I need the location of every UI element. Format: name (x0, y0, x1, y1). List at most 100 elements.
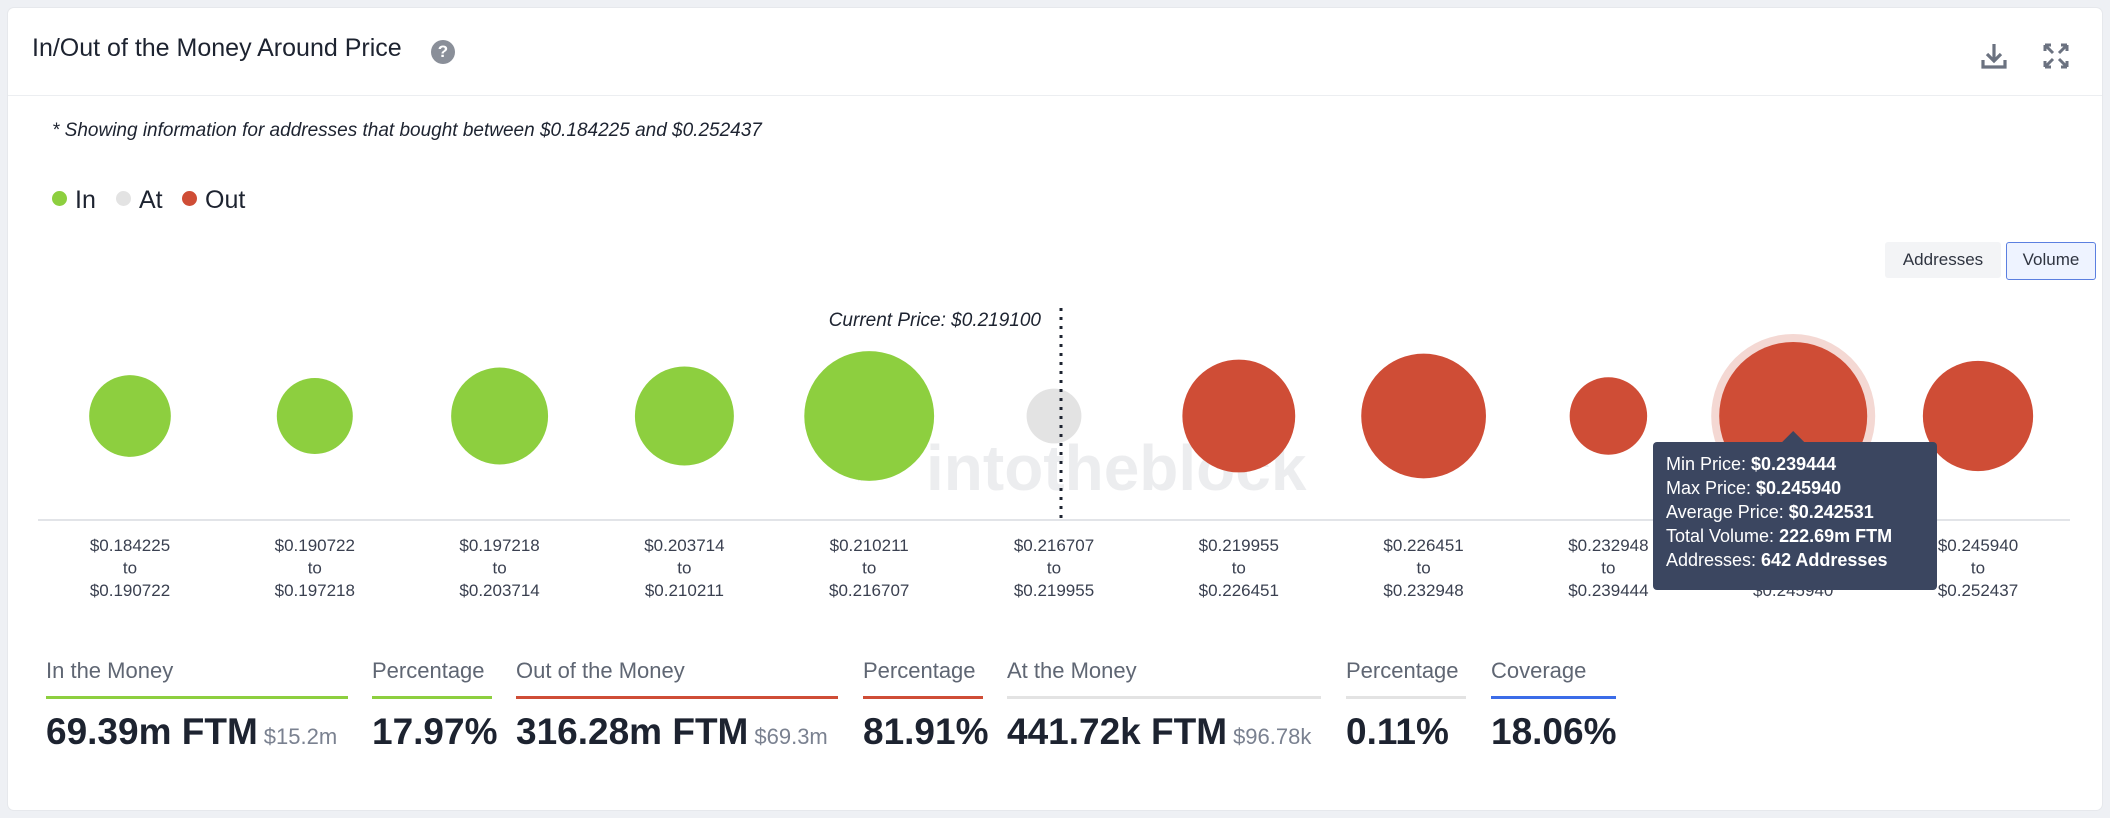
bubble-tooltip: Min Price: $0.239444 Max Price: $0.245940… (1653, 431, 1937, 590)
tooltip-row: Max Price: $0.245940 (1666, 478, 1841, 498)
tooltip-row-value: 642 Addresses (1761, 550, 1887, 570)
expand-icon[interactable] (2036, 36, 2076, 76)
x-tick-label: $0.232948 (1383, 581, 1463, 600)
tooltip-row-label: Average Price: (1666, 502, 1789, 522)
card-title: In/Out of the Money Around Price (32, 34, 402, 62)
stat-usd: $96.78k (1233, 724, 1312, 749)
stat-value: 81.91% (863, 711, 989, 752)
x-tick-label: $0.197218 (459, 536, 539, 555)
tooltip-box (1653, 442, 1937, 590)
tooltip-row: Addresses: 642 Addresses (1666, 550, 1887, 570)
stat-underline (863, 696, 983, 699)
tooltip-row-label: Addresses: (1666, 550, 1761, 570)
current-price-label: Current Price: $0.219100 (829, 310, 1042, 331)
stat-underline (372, 696, 492, 699)
legend-dot-out (182, 191, 197, 206)
bubble-at (1026, 388, 1082, 444)
x-tick-label: $0.190722 (90, 581, 170, 600)
tooltip-row-value: $0.242531 (1789, 502, 1874, 522)
volume-toggle-button[interactable]: Volume (2006, 242, 2096, 280)
legend-dot-at (116, 191, 131, 206)
chart-card: In/Out of the Money Around Price ? * Sho… (8, 8, 2102, 810)
tooltip-row-value: 222.69m FTM (1779, 526, 1892, 546)
x-tick-label: to (862, 559, 876, 578)
x-tick-label: $0.184225 (90, 536, 170, 555)
bubble-chart: intotheblock$0.184225to$0.190722$0.19072… (38, 308, 2070, 600)
bubble-in (804, 351, 935, 481)
stat-value: 18.06% (1491, 711, 1617, 752)
bubble-in (276, 378, 353, 454)
stat-amount: 441.72k FTM (1007, 711, 1228, 752)
x-tick-label: $0.216707 (829, 581, 909, 600)
legend-label-at: At (139, 186, 163, 214)
x-tick-label: to (493, 559, 507, 578)
range-note: * Showing information for addresses that… (52, 120, 762, 141)
addresses-toggle-button[interactable]: Addresses (1885, 242, 2001, 278)
x-tick-label: $0.197218 (275, 581, 355, 600)
x-tick-label: $0.210211 (645, 581, 724, 600)
legend-label-in: In (75, 186, 96, 214)
x-tick-label: $0.219955 (1014, 581, 1094, 600)
x-tick-label: $0.216707 (1014, 536, 1094, 555)
stat-underline (1346, 696, 1466, 699)
x-tick-label: to (1601, 559, 1615, 578)
x-tick-label: to (677, 559, 691, 578)
stat-usd: $69.3m (754, 724, 828, 749)
stat-underline (1007, 696, 1321, 699)
bubble-out (1569, 377, 1648, 455)
x-tick-label: to (123, 559, 137, 578)
stat-underline (46, 696, 348, 699)
help-icon[interactable]: ? (431, 40, 455, 64)
x-tick-label: $0.203714 (459, 581, 539, 600)
legend-dot-in (52, 191, 67, 206)
bubble-in (451, 367, 549, 465)
x-tick-label: $0.252437 (1938, 581, 2018, 600)
stat-label: Out of the Money (516, 658, 685, 683)
stat-at-percentage: Percentage 0.11% (1346, 658, 1466, 753)
stat-amount: 69.39m FTM (46, 711, 258, 752)
legend-item-in[interactable]: In (52, 186, 96, 215)
tooltip-row: Total Volume: 222.69m FTM (1666, 526, 1892, 546)
x-tick-label: to (1232, 559, 1246, 578)
stat-out-percentage: Percentage 81.91% (863, 658, 989, 753)
x-tick-label: $0.232948 (1568, 536, 1648, 555)
tooltip-row: Min Price: $0.239444 (1666, 454, 1836, 474)
tooltip-row-label: Min Price: (1666, 454, 1751, 474)
stat-label: Percentage (863, 658, 976, 683)
stat-label: Percentage (1346, 658, 1459, 683)
download-icon[interactable] (1974, 36, 2014, 76)
stat-out-of-the-money: Out of the Money 316.28m FTM $69.3m (516, 658, 838, 753)
stat-value: 316.28m FTM $69.3m (516, 711, 838, 753)
stat-value: 441.72k FTM $96.78k (1007, 711, 1321, 753)
stat-label: Coverage (1491, 658, 1587, 683)
legend-item-at[interactable]: At (116, 186, 163, 215)
stat-value: 17.97% (372, 711, 498, 752)
bubble-out (1182, 359, 1296, 473)
stat-in-the-money: In the Money 69.39m FTM $15.2m (46, 658, 348, 753)
stat-label: At the Money (1007, 658, 1137, 683)
x-tick-label: $0.226451 (1199, 581, 1279, 600)
x-tick-label: $0.190722 (275, 536, 355, 555)
stat-amount: 316.28m FTM (516, 711, 749, 752)
x-tick-label: $0.210211 (830, 536, 909, 555)
tooltip-row-label: Max Price: (1666, 478, 1756, 498)
legend-item-out[interactable]: Out (182, 186, 245, 215)
x-tick-label: to (1971, 559, 1985, 578)
stat-value: 69.39m FTM $15.2m (46, 711, 348, 753)
stat-in-percentage: Percentage 17.97% (372, 658, 498, 753)
legend-label-out: Out (205, 186, 246, 214)
tooltip-row: Average Price: $0.242531 (1666, 502, 1874, 522)
tooltip-pointer (1781, 431, 1806, 443)
x-tick-label: to (308, 559, 322, 578)
x-tick-label: $0.226451 (1383, 536, 1463, 555)
stat-underline (1491, 696, 1616, 699)
tooltip-row-label: Total Volume: (1666, 526, 1779, 546)
stat-at-the-money: At the Money 441.72k FTM $96.78k (1007, 658, 1321, 753)
tooltip-row-value: $0.239444 (1751, 454, 1836, 474)
x-tick-label: $0.203714 (644, 536, 724, 555)
card-header: In/Out of the Money Around Price ? (8, 8, 2102, 96)
stat-value: 0.11% (1346, 711, 1449, 752)
bubble-out (1361, 353, 1486, 479)
tooltip-row-value: $0.245940 (1756, 478, 1841, 498)
x-tick-label: to (1047, 559, 1061, 578)
